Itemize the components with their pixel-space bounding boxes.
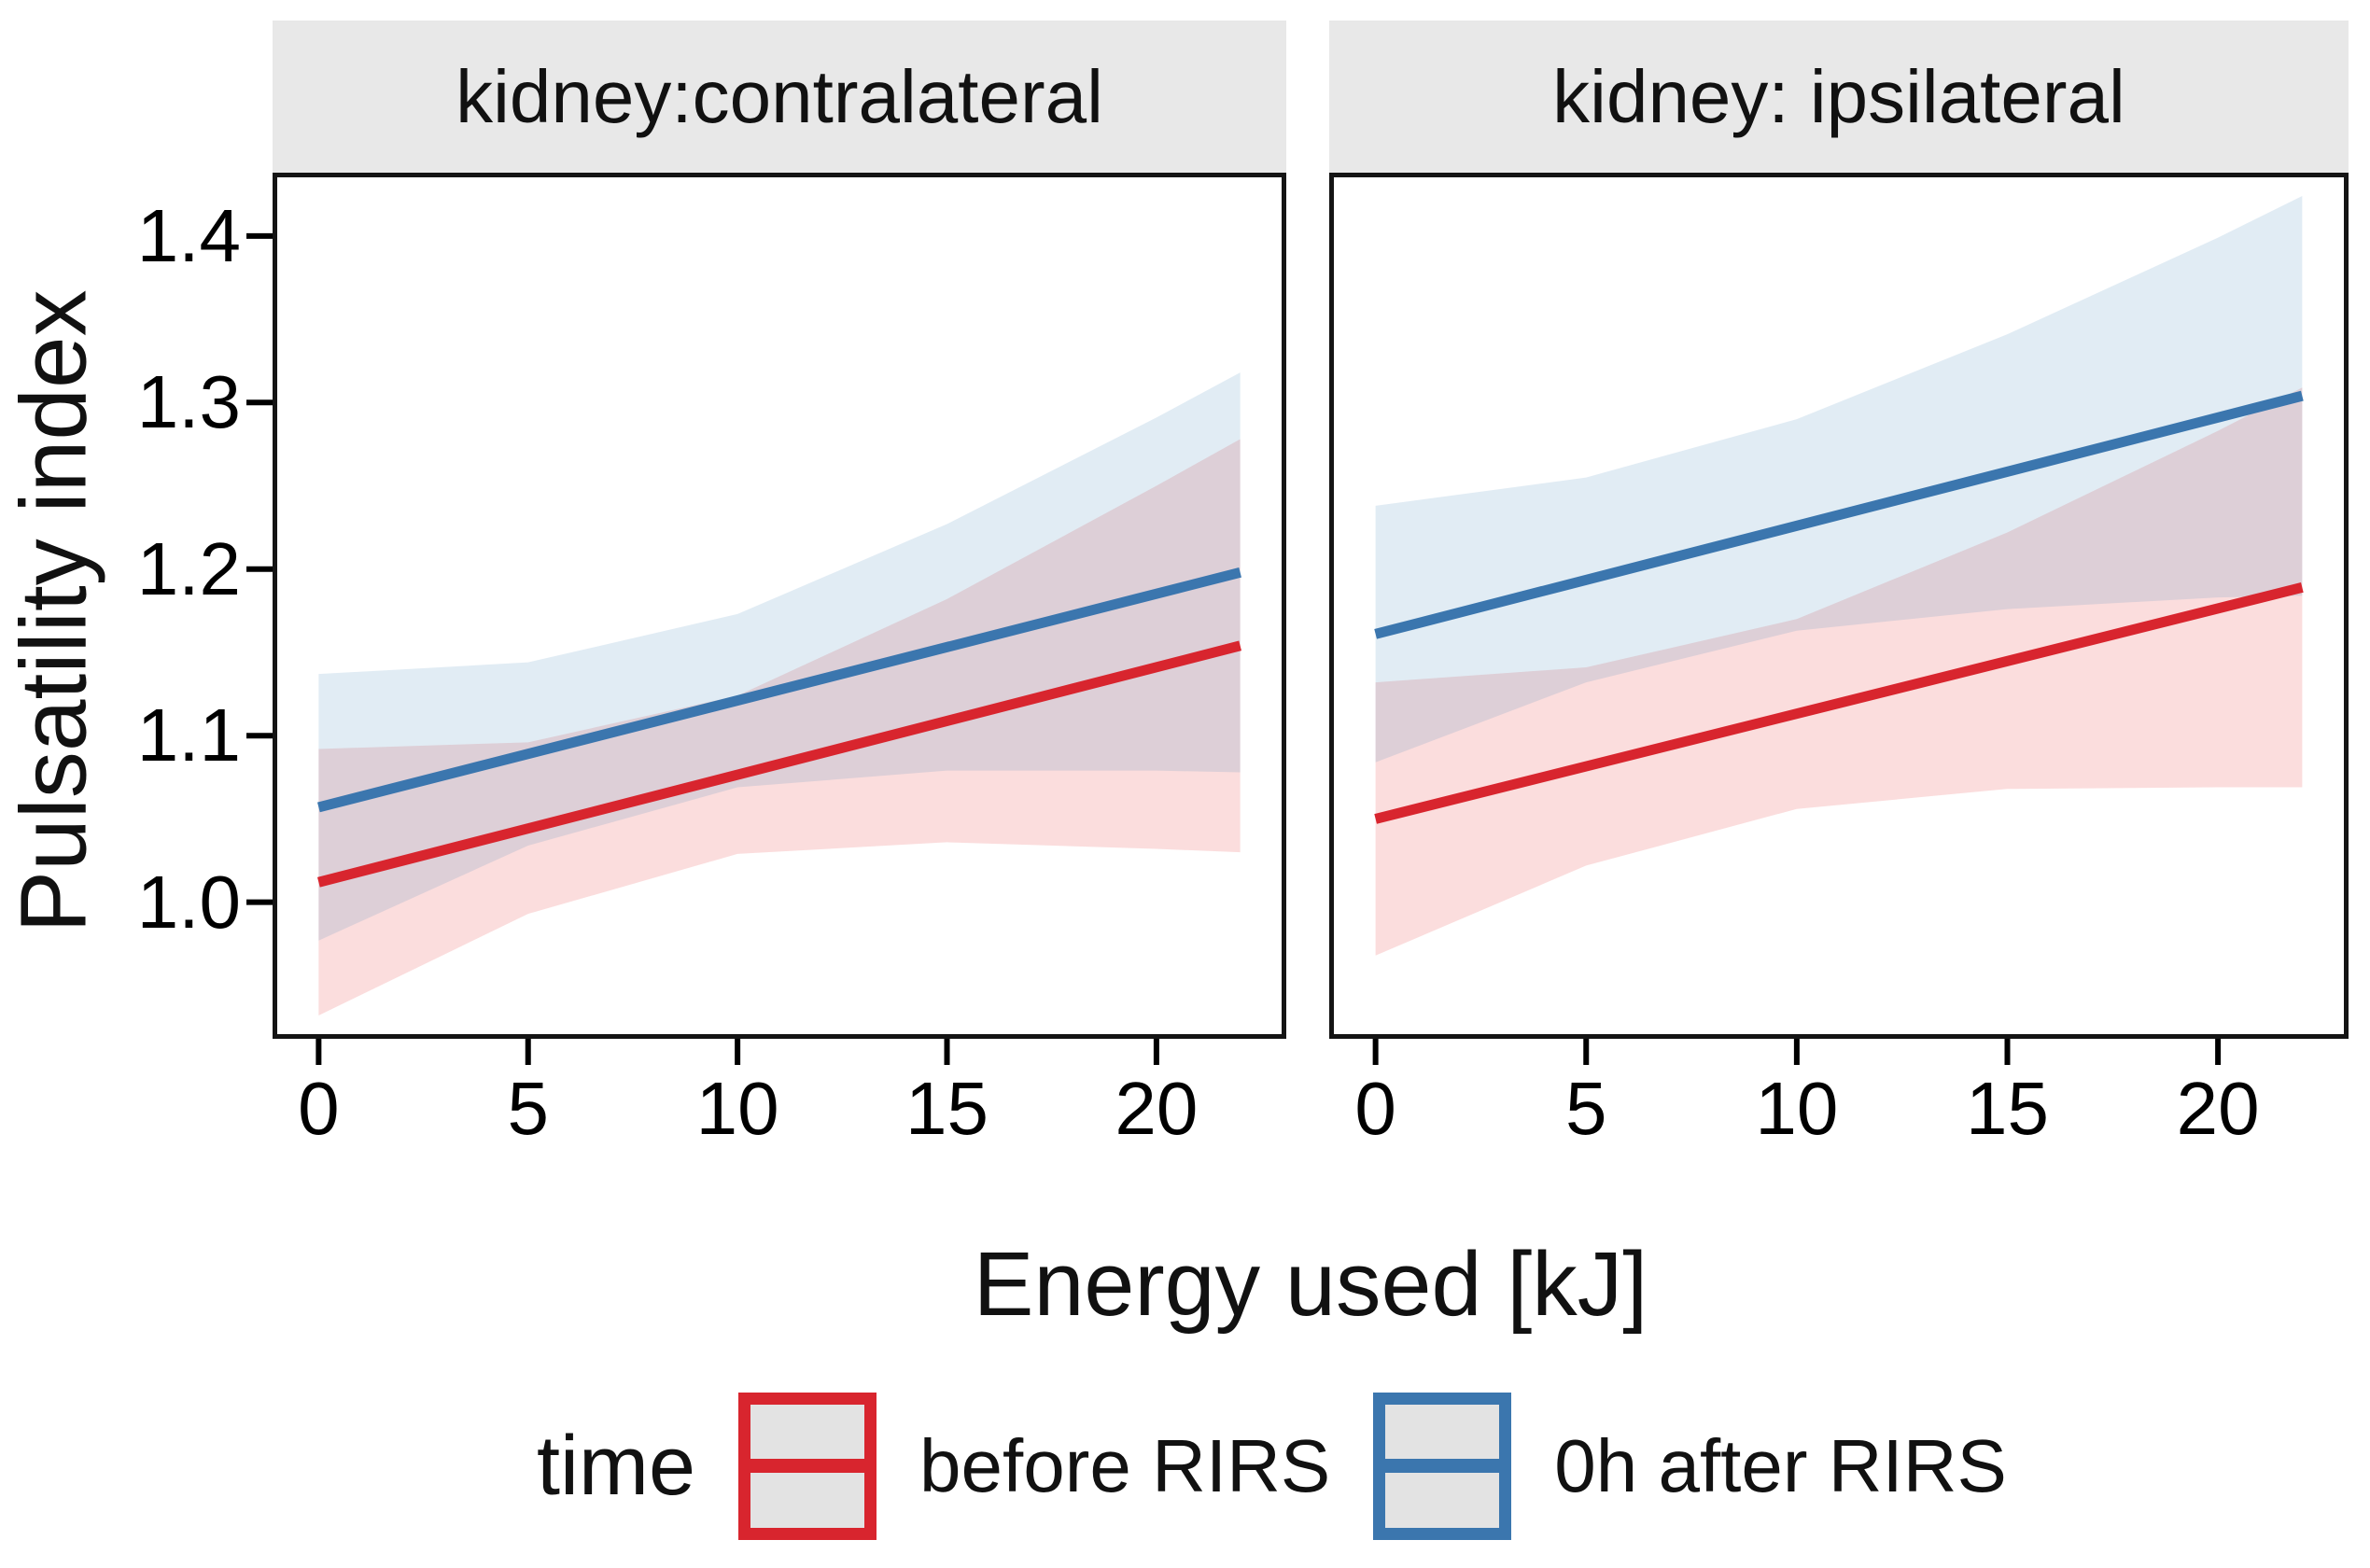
trend-line-before — [316, 640, 1242, 888]
trend-line-after — [317, 567, 1241, 813]
x-axis-title: Energy used [kJ] — [973, 1233, 1648, 1335]
y-tick-label: 1.4 — [136, 193, 241, 277]
legend-key-before-rirs — [738, 1393, 877, 1540]
x-tick-label: 0 — [1354, 1067, 1396, 1150]
y-tick-label: 1.3 — [136, 360, 241, 444]
x-tick-label: 20 — [1115, 1067, 1199, 1150]
facet-strip-ipsilateral: kidney: ipsilateral — [1329, 21, 2349, 173]
trend-line-before — [1374, 582, 2304, 824]
x-tick-label: 15 — [905, 1067, 989, 1150]
facet-strip-contralateral: kidney:contralateral — [273, 21, 1286, 173]
legend-title: time — [537, 1419, 696, 1513]
panel-border — [1329, 173, 2349, 1039]
y-tick-label: 1.2 — [136, 526, 241, 610]
x-tick-label: 5 — [1565, 1067, 1607, 1150]
confidence-ribbon-before — [1375, 387, 2303, 956]
x-tick-label: 5 — [507, 1067, 549, 1150]
legend-label-before-rirs: before RIRS — [919, 1424, 1331, 1507]
legend-label-after-rirs: 0h after RIRS — [1554, 1424, 2007, 1507]
confidence-ribbon-before — [318, 439, 1241, 1016]
trend-line-after — [1374, 390, 2304, 639]
legend-key-after-rirs — [1373, 1393, 1512, 1540]
y-tick-label: 1.0 — [136, 860, 241, 944]
plot-panel-contralateral — [246, 173, 1286, 1065]
y-tick-label: 1.1 — [136, 693, 241, 777]
legend: time before RIRS 0h after RIRS — [537, 1393, 2007, 1540]
legend-key-line-icon — [1385, 1459, 1500, 1473]
x-tick-label: 10 — [695, 1067, 779, 1150]
plot-panel-ipsilateral — [1329, 173, 2349, 1065]
legend-key-line-icon — [750, 1459, 865, 1473]
confidence-ribbon-after — [318, 372, 1241, 941]
confidence-ribbon-after — [1375, 195, 2303, 763]
panel-border — [273, 173, 1286, 1039]
x-tick-label: 0 — [298, 1067, 340, 1150]
x-tick-label: 10 — [1755, 1067, 1839, 1150]
x-tick-label: 15 — [1965, 1067, 2049, 1150]
x-tick-label: 20 — [2176, 1067, 2260, 1150]
